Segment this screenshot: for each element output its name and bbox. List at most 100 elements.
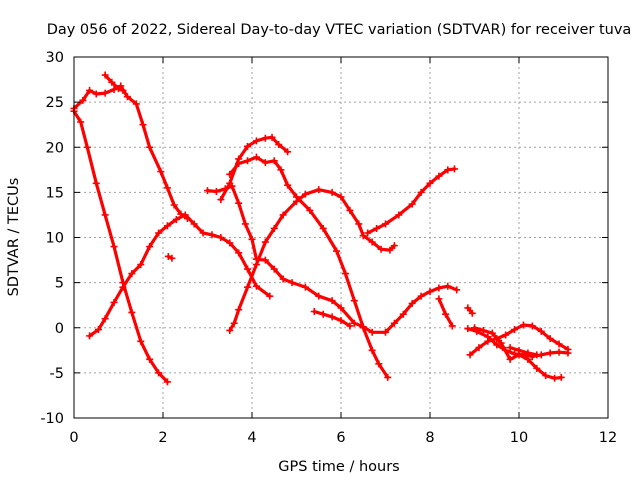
data-point: [315, 292, 323, 300]
data-point: [275, 141, 283, 149]
data-point: [94, 326, 102, 334]
data-point: [266, 292, 274, 300]
data-point: [408, 299, 416, 307]
data-point: [395, 211, 403, 219]
data-point: [328, 188, 336, 196]
data-point: [123, 93, 131, 101]
data-point: [279, 211, 287, 219]
data-point: [217, 234, 225, 241]
series-trace-10: [364, 165, 458, 237]
data-point: [235, 159, 243, 167]
series-line: [72, 109, 169, 384]
data-point: [199, 229, 207, 237]
y-tick-label: 10: [46, 231, 64, 247]
data-point: [252, 282, 260, 290]
y-axis-label: SDTVAR / TECUs: [6, 178, 22, 297]
series-line: [228, 155, 390, 379]
data-point: [341, 270, 349, 278]
data-point: [350, 297, 358, 305]
y-tick-label: 15: [46, 185, 64, 201]
data-point: [537, 327, 545, 335]
data-point: [555, 340, 563, 348]
y-tick-label: 0: [55, 321, 64, 337]
data-point: [108, 78, 116, 86]
data-point: [506, 344, 514, 352]
series-line: [205, 184, 459, 334]
data-point: [382, 328, 389, 336]
data-point: [244, 142, 252, 150]
data-point: [163, 222, 171, 230]
data-point: [301, 190, 309, 198]
data-point: [119, 86, 127, 94]
data-point: [355, 220, 363, 228]
data-point: [293, 197, 300, 205]
series-trace-13: [464, 304, 476, 317]
data-point: [346, 206, 354, 214]
data-point: [244, 265, 252, 273]
data-point: [157, 168, 165, 176]
series-trace-3: [70, 107, 171, 386]
data-point: [337, 317, 345, 325]
data-point: [484, 337, 492, 345]
data-point: [319, 224, 327, 232]
data-point: [146, 143, 154, 151]
data-point: [110, 243, 118, 251]
data-point: [468, 309, 476, 317]
data-point: [261, 134, 269, 142]
data-point: [551, 374, 559, 382]
data-point: [533, 364, 541, 372]
series-line: [366, 167, 457, 235]
data-point: [172, 215, 180, 223]
data-point: [435, 172, 443, 180]
data-point: [464, 304, 472, 312]
data-point: [390, 319, 398, 327]
data-point: [375, 360, 383, 368]
data-point: [284, 181, 292, 189]
data-point: [163, 184, 171, 192]
data-point: [110, 85, 118, 93]
series-line: [87, 213, 272, 338]
data-point: [408, 200, 416, 208]
data-point: [328, 313, 336, 321]
chart-title: Day 056 of 2022, Sidereal Day-to-day VTE…: [47, 22, 632, 38]
data-point: [110, 298, 118, 306]
data-point: [235, 199, 243, 207]
data-point: [270, 224, 278, 232]
x-tick-label: 0: [69, 430, 78, 446]
data-point: [564, 345, 572, 353]
data-point: [101, 211, 109, 219]
x-tick-label: 12: [599, 430, 617, 446]
data-point: [77, 118, 85, 126]
x-tick-label: 2: [158, 430, 167, 446]
data-point: [241, 220, 249, 228]
data-point: [101, 315, 109, 323]
data-point: [190, 220, 198, 228]
data-point: [471, 324, 478, 332]
y-tick-label: -5: [50, 366, 64, 382]
data-point: [146, 355, 154, 363]
x-tick-label: 10: [510, 430, 528, 446]
series-line: [219, 135, 290, 202]
series-trace-12: [435, 295, 456, 330]
data-point: [333, 247, 341, 255]
data-point: [230, 319, 238, 327]
data-point: [528, 322, 536, 330]
data-point: [268, 133, 276, 141]
data-point: [350, 319, 358, 327]
x-tick-label: 6: [336, 430, 345, 446]
y-tick-label: 5: [55, 276, 64, 292]
data-point: [310, 308, 318, 316]
data-point: [390, 242, 398, 250]
data-point: [493, 341, 501, 349]
data-point: [475, 344, 483, 352]
y-tick-label: -10: [40, 411, 64, 427]
data-point: [435, 284, 443, 292]
data-point: [502, 331, 510, 339]
data-point: [101, 71, 109, 79]
data-point: [435, 295, 443, 303]
data-point: [92, 90, 100, 98]
series-trace-17: [506, 344, 541, 359]
data-point: [557, 373, 565, 381]
data-point: [248, 235, 256, 243]
series-trace-5: [164, 252, 176, 262]
